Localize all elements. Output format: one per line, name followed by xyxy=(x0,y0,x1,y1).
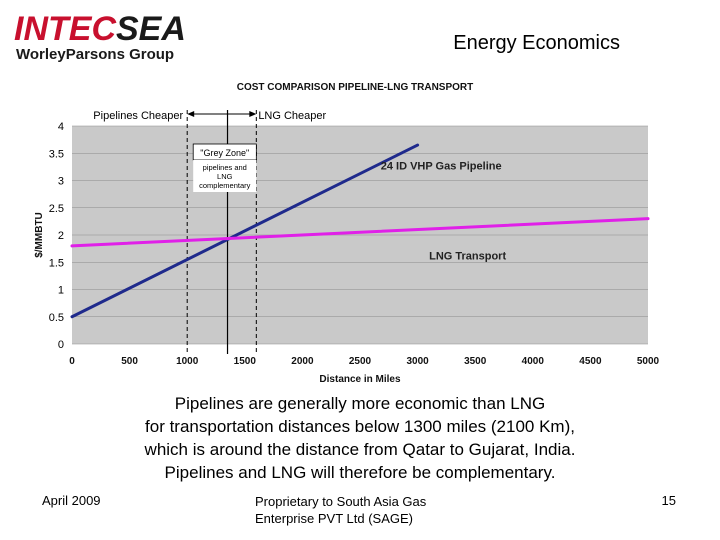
logo-subtitle: WorleyParsons Group xyxy=(16,46,175,63)
x-tick-label: 2000 xyxy=(291,356,314,367)
x-tick-label: 4500 xyxy=(579,356,602,367)
company-logo: INTECSEA WorleyParsons Group xyxy=(14,12,204,68)
logo-part-intec: INTEC xyxy=(14,10,116,48)
y-tick-label: 0 xyxy=(58,339,64,351)
logo-part-sea: SEA xyxy=(116,10,186,48)
y-tick-label: 2.5 xyxy=(49,203,64,215)
grey-zone-text: pipelines and xyxy=(203,163,247,172)
y-tick-label: 1.5 xyxy=(49,257,64,269)
series-label-lng: LNG Transport xyxy=(429,251,506,263)
x-axis-label: Distance in Miles xyxy=(319,374,401,385)
y-tick-label: 1 xyxy=(58,285,64,297)
series-line-pipeline xyxy=(70,143,420,319)
x-tick-label: 3000 xyxy=(406,356,429,367)
x-tick-label: 2500 xyxy=(349,356,372,367)
x-tick-label: 0 xyxy=(69,356,75,367)
chart-title: COST COMPARISON PIPELINE-LNG TRANSPORT xyxy=(236,82,474,93)
footer-proprietary-line1: Proprietary to South Asia Gas xyxy=(255,494,427,509)
caption-line: which is around the distance from Qatar … xyxy=(144,440,576,459)
footer-date: April 2009 xyxy=(42,493,101,508)
caption-line: Pipelines are generally more economic th… xyxy=(174,394,546,413)
x-tick-label: 5000 xyxy=(637,356,660,367)
y-tick-label: 3.5 xyxy=(49,148,64,160)
slide-caption: Pipelines are generally more economic th… xyxy=(40,392,680,484)
grey-zone-text-box xyxy=(193,160,257,192)
y-axis-label: $/MMBTU xyxy=(34,212,45,258)
y-tick-label: 0.5 xyxy=(49,312,64,324)
footer-proprietary-line2: Enterprise PVT Ltd (SAGE) xyxy=(255,511,413,526)
x-tick-label: 3500 xyxy=(464,356,487,367)
caption-line: for transportation distances below 1300 … xyxy=(145,417,575,436)
grey-zone-text: LNG xyxy=(217,172,233,181)
footer-proprietary: Proprietary to South Asia Gas Enterprise… xyxy=(255,493,485,527)
label-lng-cheaper: LNG Cheaper xyxy=(258,110,326,122)
x-tick-label: 500 xyxy=(121,356,138,367)
series-label-pipeline: 24 ID VHP Gas Pipeline xyxy=(381,161,502,173)
x-tick-label: 4000 xyxy=(522,356,545,367)
y-tick-label: 2 xyxy=(58,230,64,242)
logo-wordmark: INTECSEA xyxy=(14,12,186,46)
label-pipelines-cheaper: Pipelines Cheaper xyxy=(93,110,183,122)
page-number: 15 xyxy=(661,493,676,508)
x-tick-label: 1000 xyxy=(176,356,199,367)
arrow-head-left xyxy=(187,111,195,117)
caption-line: Pipelines and LNG will therefore be comp… xyxy=(164,463,556,482)
y-tick-label: 3 xyxy=(58,176,64,188)
grey-zone-title: "Grey Zone" xyxy=(200,148,249,158)
x-tick-label: 1500 xyxy=(234,356,257,367)
arrow-head-right xyxy=(249,111,257,117)
series-line-lng xyxy=(70,217,650,248)
grey-zone-text: complementary xyxy=(199,181,251,190)
y-tick-label: 4 xyxy=(58,121,64,133)
slide-title: Energy Economics xyxy=(453,32,620,54)
